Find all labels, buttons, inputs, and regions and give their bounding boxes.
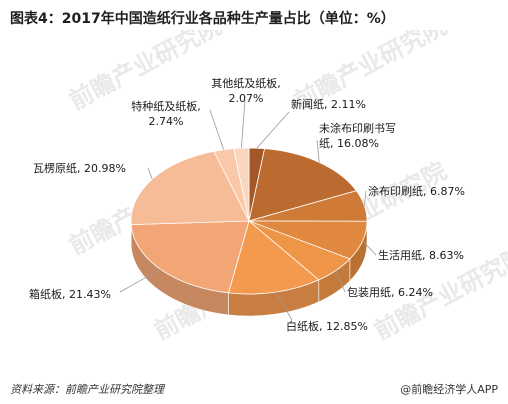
slice-特种纸及纸板-label: 特种纸及纸板, 2.74% (131, 99, 201, 128)
slice-其他纸及纸板-label: 其他纸及纸板, 2.07% (211, 76, 281, 105)
brand-credit: @前瞻经济学人APP (400, 383, 498, 396)
slice-其他纸及纸板 (233, 147, 250, 222)
slice-箱纸板-leader (119, 268, 161, 293)
slice-未涂布印刷书写纸 (248, 148, 358, 222)
slice-生活用纸-leader (362, 240, 377, 256)
slice-瓦楞原纸-leader (147, 167, 153, 180)
slice-其他纸及纸板-leader (240, 99, 246, 149)
slice-白纸板 (227, 220, 320, 295)
slice-白纸板-leader (275, 291, 293, 321)
slice-涂布印刷纸-leader (363, 190, 367, 206)
slice-未涂布印刷书写纸-leader (316, 139, 320, 163)
slice-新闻纸-label: 新闻纸, 2.11% (291, 97, 366, 111)
slice-特种纸及纸板-leader (209, 109, 225, 150)
slice-未涂布印刷书写纸-label: 未涂布印刷书写纸, 16.08% (319, 121, 396, 150)
slice-涂布印刷纸-label: 涂布印刷纸, 6.87% (368, 184, 465, 198)
pie-sides (130, 220, 368, 317)
slice-包装用纸-leader (335, 270, 346, 293)
pie-chart: 前瞻产业研究院前瞻产业研究院前瞻产业研究院前瞻产业研究院前瞻产业研究院前瞻产业研… (29, 30, 508, 345)
slice-瓦楞原纸 (130, 150, 250, 226)
source-note: 资料来源：前瞻产业研究院整理 (10, 383, 164, 396)
leader-lines (119, 99, 377, 321)
slice-新闻纸-leader (256, 111, 290, 149)
pie-top (130, 147, 368, 295)
chart-title: 图表4：2017年中国造纸行业各品种生产量占比（单位：%） (10, 11, 395, 27)
slice-labels: 新闻纸, 2.11% 未涂布印刷书写纸, 16.08% 涂布印刷纸, 6.87% 生活… (29, 76, 465, 333)
slice-白纸板-label: 白纸板, 12.85% (286, 319, 368, 333)
slice-瓦楞原纸-label: 瓦楞原纸, 20.98% (33, 161, 126, 175)
slice-箱纸板-label: 箱纸板, 21.43% (29, 287, 111, 301)
slice-生活用纸-label: 生活用纸, 8.63% (378, 248, 464, 262)
slice-包装用纸-label: 包装用纸, 6.24% (347, 286, 433, 299)
